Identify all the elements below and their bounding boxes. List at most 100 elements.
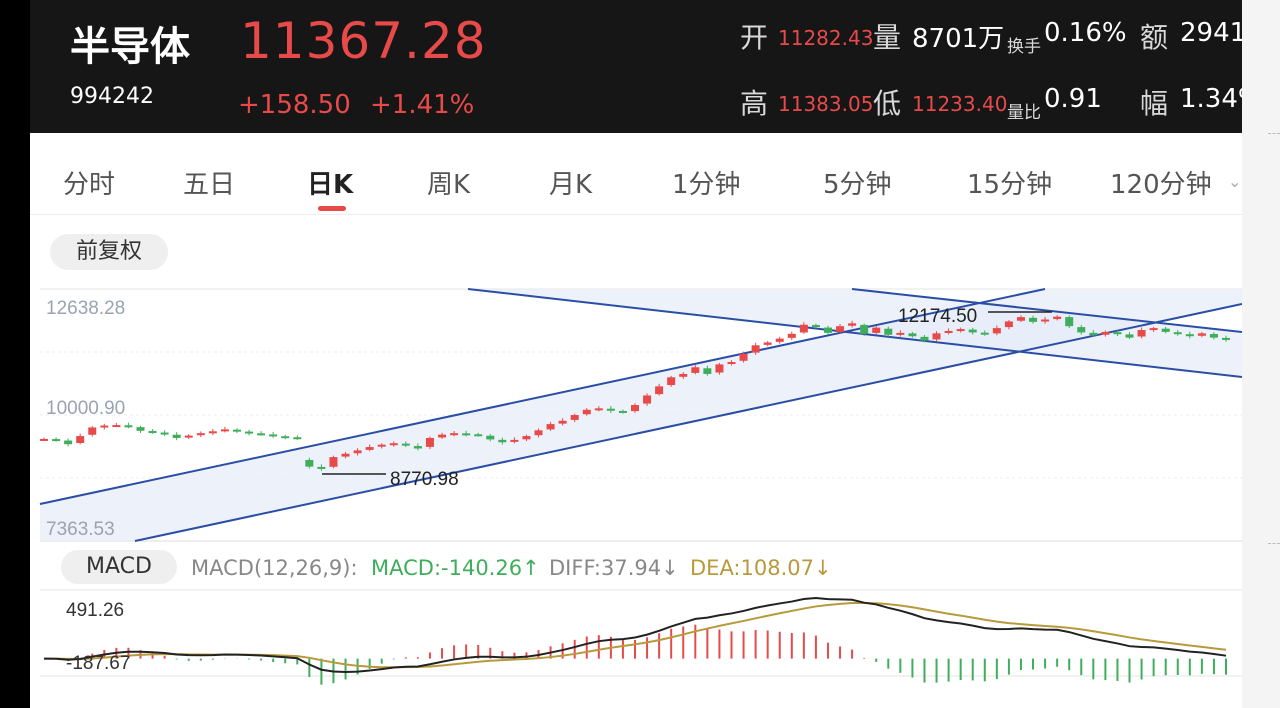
diff-value: DIFF:37.94↓ (549, 556, 679, 580)
candle (606, 408, 615, 411)
candle (836, 326, 845, 332)
candle (136, 427, 145, 431)
candle (618, 410, 627, 413)
candle (691, 367, 700, 373)
adjust-button[interactable]: 前复权 (50, 234, 168, 270)
tab-15min[interactable]: 15分钟 (967, 170, 1053, 200)
falling-channel-upper (851, 288, 1242, 333)
candle (184, 435, 193, 438)
price-axis-bottom: 7363.53 (46, 519, 115, 540)
candle (703, 368, 712, 374)
candle (112, 425, 121, 428)
candle (474, 434, 483, 437)
tab-daily-k[interactable]: 日K (307, 170, 354, 200)
high-label: 高 (740, 87, 769, 120)
candle (389, 443, 398, 446)
candle (667, 377, 676, 386)
candle (257, 433, 266, 436)
right-edge-panel (1242, 0, 1280, 708)
tab-5min[interactable]: 5分钟 (823, 170, 892, 200)
candle (64, 440, 73, 445)
tab-1min[interactable]: 1分钟 (672, 170, 741, 200)
candle (1065, 317, 1074, 327)
amplitude-value: 1.34% (1180, 84, 1242, 114)
tab-five-day[interactable]: 五日 (183, 170, 236, 200)
candle (1041, 319, 1050, 322)
candle (582, 409, 591, 415)
candle (968, 329, 977, 333)
candle (100, 425, 109, 428)
candle (353, 450, 362, 454)
candle (739, 353, 748, 361)
candle (52, 439, 61, 442)
candle (1077, 327, 1086, 333)
app-window: 半导体 994242 11367.28 +158.50 +1.41% 开 112… (30, 0, 1242, 708)
candle (269, 434, 278, 437)
tab-monthly-k[interactable]: 月K (549, 170, 593, 200)
chevron-down-icon[interactable]: ⌄ (1228, 172, 1242, 191)
candle (220, 429, 229, 432)
candle (498, 439, 507, 443)
price-axis-mid: 10000.90 (46, 398, 125, 419)
tab-weekly-k[interactable]: 周K (427, 170, 471, 200)
low-label: 低 (873, 87, 902, 120)
candle (643, 395, 652, 404)
candle (860, 324, 869, 334)
candle (293, 437, 302, 440)
tab-120min[interactable]: 120分钟 (1110, 170, 1212, 200)
candle (1161, 328, 1170, 332)
candle (232, 429, 241, 432)
candle (787, 333, 796, 338)
vol-ratio-value: 0.91 (1044, 84, 1102, 114)
candle (570, 415, 579, 420)
macd-axis-top: 491.26 (66, 600, 124, 621)
candle (992, 328, 1001, 334)
candle (1053, 316, 1062, 320)
candle (944, 330, 953, 333)
candle (1016, 317, 1025, 321)
candle (413, 446, 422, 449)
candle (799, 324, 808, 333)
candle (1137, 330, 1146, 337)
active-tab-indicator (318, 206, 346, 211)
candle (823, 327, 832, 333)
candles (40, 315, 1230, 471)
candle (1197, 333, 1206, 336)
candle (594, 408, 603, 411)
tab-intraday[interactable]: 分时 (63, 170, 116, 200)
price-axis-top: 12638.28 (46, 298, 125, 319)
candle (908, 333, 917, 337)
candle (1149, 328, 1158, 331)
trend-channels (39, 288, 1242, 542)
candle (1125, 334, 1134, 338)
candle (896, 332, 905, 335)
index-name: 半导体 (70, 24, 190, 70)
candle (1101, 331, 1110, 335)
volume-value: 8701万 (912, 24, 1005, 54)
price-change: +158.50 (238, 90, 351, 120)
candle (317, 466, 326, 469)
candle (281, 436, 290, 439)
candle (305, 459, 314, 467)
last-price: 11367.28 (240, 12, 487, 70)
candle (1209, 333, 1218, 338)
kline-chart: 12638.28 10000.90 7363.53 12174.50 8770.… (39, 288, 1242, 685)
rising-channel-upper (39, 288, 1046, 505)
candle (401, 443, 410, 446)
rising-channel-lower (134, 303, 1242, 542)
candle (715, 364, 724, 373)
high-value: 11383.05 (778, 92, 874, 116)
quote-header: 半导体 994242 11367.28 +158.50 +1.41% 开 112… (30, 0, 1242, 133)
candle (522, 436, 531, 440)
candle (438, 434, 447, 438)
candle (196, 433, 205, 436)
candle (160, 432, 169, 435)
candle (425, 437, 434, 447)
candle (546, 424, 555, 430)
rising-channel-fill (40, 289, 1242, 541)
indicator-selector[interactable]: MACD (61, 550, 177, 584)
period-tabs: 分时 五日 日K 周K 月K 1分钟 5分钟 15分钟 120分钟 ⌄ (30, 148, 1242, 215)
candle (1089, 332, 1098, 336)
candle (1004, 321, 1013, 328)
candle (1113, 332, 1122, 335)
